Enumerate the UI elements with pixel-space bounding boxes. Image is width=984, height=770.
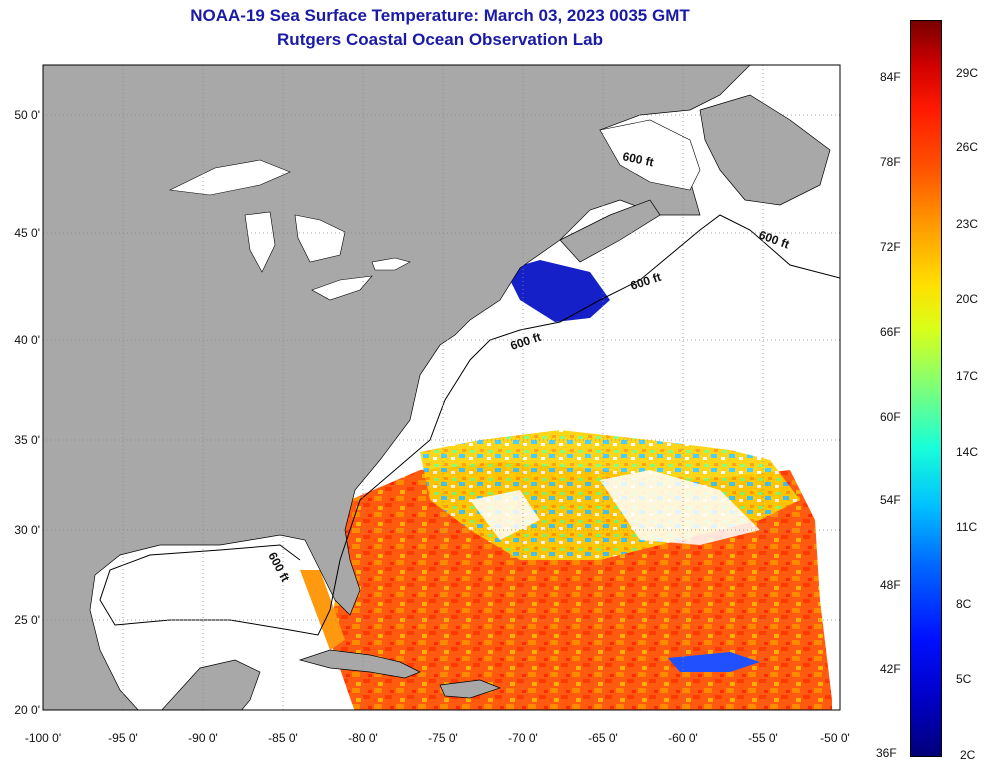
lon-tick-label: -55 0' — [748, 731, 778, 745]
chart-subtitle: Rutgers Coastal Ocean Observation Lab — [277, 30, 603, 49]
colorbar-c-label: 20C — [956, 292, 979, 306]
lat-tick-label: 45 0' — [14, 226, 40, 240]
lat-tick-label: 25 0' — [14, 613, 40, 627]
colorbar-f-label: 72F — [880, 240, 901, 254]
colorbar-c-label: 29C — [956, 66, 979, 80]
land-yucatan — [161, 659, 261, 710]
lon-axis: -100 0' -95 0' -90 0' -85 0' -80 0' -75 … — [25, 731, 850, 745]
colorbar-f-label: 48F — [880, 578, 901, 592]
chart-title: NOAA-19 Sea Surface Temperature: March 0… — [190, 6, 690, 25]
map-frame — [42, 64, 841, 711]
land-newfoundland — [699, 94, 831, 206]
grid-lines — [43, 65, 840, 710]
sst-florida-strip — [300, 570, 345, 650]
colorbar-f-label: 78F — [880, 155, 901, 169]
lon-tick-label: -65 0' — [588, 731, 618, 745]
sst-cold-gulf-of-maine — [505, 260, 610, 322]
lon-tick-label: -85 0' — [268, 731, 298, 745]
colorbar-c-label: 26C — [956, 140, 979, 154]
colorbar-f-label: 66F — [880, 325, 901, 339]
colorbar-c-label: 5C — [956, 672, 972, 686]
land-cuba — [298, 649, 421, 679]
colorbar-f-label: 60F — [880, 410, 901, 424]
lon-tick-label: -75 0' — [428, 731, 458, 745]
lon-tick-label: -70 0' — [508, 731, 538, 745]
lon-tick-label: -50 0' — [820, 731, 850, 745]
lon-tick-label: -60 0' — [668, 731, 698, 745]
colorbar-f-label: 42F — [880, 662, 901, 676]
isobath-600ft — [99, 214, 840, 636]
lat-tick-label: 20 0' — [14, 703, 40, 717]
colorbar-f-label: 36F — [876, 746, 897, 760]
land-hispaniola — [439, 679, 502, 699]
colorbar-f-label: 54F — [880, 493, 901, 507]
colorbar-c-label: 2C — [960, 748, 976, 762]
lat-tick-label: 40 0' — [14, 333, 40, 347]
lon-tick-label: -95 0' — [108, 731, 138, 745]
sst-cloud-gaps — [470, 470, 760, 545]
lon-tick-label: -90 0' — [188, 731, 218, 745]
sst-blue-patch — [668, 652, 760, 672]
colorbar-c-label: 8C — [956, 597, 972, 611]
lat-tick-label: 30 0' — [14, 523, 40, 537]
colorbar-c-label: 11C — [956, 520, 978, 534]
gulf-st-lawrence — [599, 119, 701, 191]
lon-tick-label: -80 0' — [348, 731, 378, 745]
colorbar-c-label: 14C — [956, 445, 979, 459]
lat-tick-label: 50 0' — [14, 108, 40, 122]
lat-axis: 20 0' 25 0' 30 0' 35 0' 40 0' 45 0' 50 0… — [14, 108, 40, 717]
lat-tick-label: 35 0' — [14, 433, 40, 447]
land-nova-scotia — [559, 199, 661, 263]
colorbar-f-label: 84F — [880, 70, 901, 84]
colorbar-c-label: 17C — [956, 369, 979, 383]
contour-label: 600 ft — [621, 149, 655, 169]
colorbar-c-label: 23C — [956, 217, 979, 231]
temperature-colorbar — [910, 20, 942, 757]
lon-tick-label: -100 0' — [25, 731, 61, 745]
great-lakes — [168, 159, 411, 301]
